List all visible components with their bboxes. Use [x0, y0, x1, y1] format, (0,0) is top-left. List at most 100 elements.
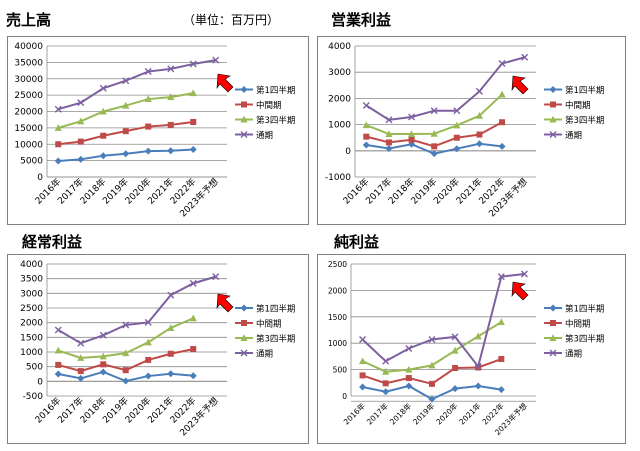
data-point-4 — [189, 279, 197, 287]
legend-label: 通期 — [565, 349, 582, 360]
legend-marker — [241, 320, 247, 326]
highlight-arrow-icon — [511, 281, 529, 301]
data-point-3 — [498, 90, 506, 98]
data-point-4 — [475, 87, 483, 95]
legend-marker — [549, 349, 557, 357]
data-point-2 — [167, 350, 174, 357]
data-point-2 — [405, 375, 412, 382]
data-point-1 — [144, 372, 152, 380]
data-point-1 — [382, 388, 390, 396]
data-point-3 — [382, 367, 390, 375]
data-point-2 — [100, 132, 107, 139]
chart-ordinary-profit: -500050010001500200025003000350040002016… — [7, 254, 309, 444]
chart-net-profit: 050010001500200025002016年2017年2018年2019年… — [317, 254, 626, 444]
data-point-1 — [167, 147, 175, 155]
data-point-4 — [99, 84, 107, 92]
data-point-1 — [99, 152, 107, 160]
data-point-4 — [122, 321, 130, 329]
data-point-1 — [453, 145, 461, 153]
data-point-4 — [382, 357, 390, 365]
data-point-3 — [385, 130, 393, 138]
data-point-2 — [190, 118, 197, 125]
chart-title-operating-profit: 営業利益 — [331, 11, 392, 29]
data-point-3 — [99, 352, 107, 360]
data-point-2 — [452, 365, 459, 372]
legend-marker — [240, 334, 248, 341]
legend-marker — [549, 334, 557, 341]
data-point-3 — [405, 365, 413, 373]
data-point-3 — [189, 314, 197, 322]
data-point-3 — [122, 349, 130, 357]
data-point-2 — [498, 356, 505, 363]
data-point-2 — [363, 133, 370, 140]
data-point-3 — [77, 117, 85, 125]
data-point-2 — [190, 346, 197, 353]
highlight-arrow-icon — [216, 73, 234, 93]
data-point-4 — [54, 105, 62, 113]
data-point-3 — [453, 121, 461, 129]
data-point-1 — [474, 382, 482, 390]
legend-marker — [550, 101, 556, 108]
legend-label: 中間期 — [565, 100, 591, 111]
data-point-2 — [359, 372, 366, 379]
data-point-4 — [451, 333, 459, 341]
data-point-4 — [359, 336, 367, 343]
legend-marker — [240, 304, 248, 312]
data-point-2 — [145, 356, 152, 363]
y-tick-label: 500 — [26, 363, 43, 373]
data-point-4 — [498, 60, 506, 68]
data-point-1 — [122, 377, 130, 385]
legend-label: 第3四半期 — [256, 115, 295, 126]
legend-label: 第3四半期 — [565, 334, 604, 345]
legend-label: 通期 — [256, 130, 273, 141]
y-tick-label: 3500 — [20, 275, 43, 285]
y-tick-label: 2500 — [20, 304, 43, 314]
legend-label: 第1四半期 — [565, 304, 604, 315]
y-tick-label: 25000 — [14, 91, 43, 101]
data-point-4 — [144, 68, 152, 76]
highlight-arrow-icon — [511, 75, 529, 95]
y-tick-label: 10000 — [14, 140, 43, 150]
legend-label: 第1四半期 — [565, 85, 604, 96]
data-point-1 — [77, 374, 85, 382]
y-tick-label: 0 — [345, 147, 351, 157]
data-point-4 — [54, 326, 62, 334]
data-point-4 — [212, 56, 220, 64]
y-tick-label: 1000 — [328, 339, 347, 348]
data-point-3 — [362, 121, 370, 129]
chart-title-net-profit: 純利益 — [334, 233, 380, 251]
data-point-1 — [54, 370, 62, 378]
data-point-3 — [144, 338, 152, 346]
legend-label: 中間期 — [565, 319, 591, 330]
data-point-2 — [453, 134, 460, 141]
legend-marker — [549, 304, 557, 312]
data-point-4 — [474, 362, 482, 370]
data-point-3 — [475, 111, 484, 119]
unit-note: （単位：百万円） — [183, 13, 280, 27]
data-point-4 — [189, 60, 197, 68]
legend-label: 通期 — [565, 130, 582, 141]
data-point-4 — [99, 331, 107, 339]
data-point-2 — [385, 139, 392, 146]
data-point-2 — [167, 121, 174, 128]
data-point-1 — [189, 372, 197, 380]
legend-label: 第3四半期 — [565, 115, 604, 126]
data-point-2 — [100, 361, 107, 368]
y-tick-label: 2000 — [20, 319, 43, 329]
chart-sales: 0 5000 10000 15000 20000 25000 30000 35000 40000… — [7, 36, 309, 225]
data-point-3 — [122, 101, 130, 109]
data-point-4 — [408, 113, 416, 121]
data-point-1 — [451, 385, 459, 393]
y-tick-label: 0 — [37, 173, 43, 183]
data-point-3 — [99, 107, 107, 115]
legend-marker — [549, 86, 557, 93]
data-point-3 — [407, 130, 416, 138]
legend-label: 通期 — [256, 349, 273, 360]
data-point-1 — [405, 382, 413, 390]
data-point-2 — [499, 119, 506, 126]
data-point-4 — [167, 65, 175, 73]
chart-operating-profit: -1000010002000300040002016年2017年2018年201… — [317, 36, 626, 225]
data-point-2 — [122, 128, 129, 135]
data-point-1 — [498, 142, 506, 150]
y-tick-label: 1000 — [328, 121, 351, 131]
